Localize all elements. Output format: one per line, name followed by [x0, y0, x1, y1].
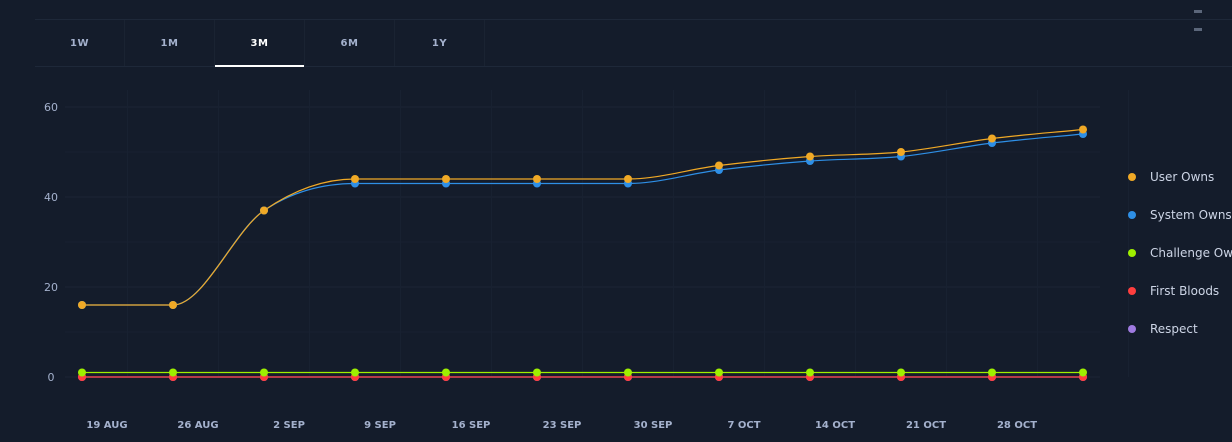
series-lines — [82, 128, 1084, 378]
legend-item-system-owns[interactable]: System Owns — [1128, 196, 1232, 234]
data-point-challenge-owns[interactable] — [806, 368, 814, 377]
time-range-tabs: 1W 1M 3M 6M 1Y — [35, 19, 1232, 67]
legend-dot-icon — [1128, 173, 1136, 181]
legend-dot-icon — [1128, 287, 1136, 295]
y-tick-label: 60 — [44, 101, 58, 114]
data-point-challenge-owns[interactable] — [78, 368, 86, 377]
maximize-icon[interactable] — [1194, 28, 1202, 31]
data-point-user-owns[interactable] — [169, 301, 177, 309]
window-controls — [1184, 0, 1224, 31]
legend-item-respect[interactable]: Respect — [1128, 310, 1232, 348]
data-point-challenge-owns[interactable] — [533, 368, 541, 377]
data-point-user-owns[interactable] — [624, 175, 632, 183]
x-tick-label: 26 AUG — [177, 420, 218, 431]
x-tick-label: 30 SEP — [634, 420, 673, 431]
x-tick-label: 9 SEP — [364, 420, 396, 431]
data-point-challenge-owns[interactable] — [624, 368, 632, 377]
legend-item-challenge-owns[interactable]: Challenge Owns — [1128, 234, 1232, 272]
x-tick-label: 2 SEP — [273, 420, 305, 431]
series-line-user-owns — [82, 128, 1084, 306]
legend-label: Challenge Owns — [1150, 246, 1232, 260]
x-tick-label: 28 OCT — [997, 420, 1037, 431]
data-point-user-owns[interactable] — [78, 301, 86, 309]
data-point-user-owns[interactable] — [260, 206, 268, 215]
minimize-icon[interactable] — [1194, 10, 1202, 13]
data-point-challenge-owns[interactable] — [715, 368, 723, 377]
tab-6m[interactable]: 6M — [305, 20, 395, 66]
legend-dot-icon — [1128, 211, 1136, 219]
tab-1m[interactable]: 1M — [125, 20, 215, 66]
data-point-challenge-owns[interactable] — [897, 368, 905, 377]
y-tick-label: 20 — [44, 281, 58, 294]
chart-grid — [65, 90, 1129, 378]
data-point-user-owns[interactable] — [988, 134, 996, 143]
legend-dot-icon — [1128, 249, 1136, 257]
x-tick-label: 23 SEP — [543, 420, 582, 431]
data-point-user-owns[interactable] — [715, 161, 723, 170]
x-tick-label: 14 OCT — [815, 420, 855, 431]
data-point-challenge-owns[interactable] — [988, 368, 996, 377]
data-point-user-owns[interactable] — [442, 175, 450, 183]
series-points — [78, 125, 1087, 381]
legend-item-first-bloods[interactable]: First Bloods — [1128, 272, 1232, 310]
x-tick-label: 21 OCT — [906, 420, 946, 431]
data-point-user-owns[interactable] — [1079, 125, 1087, 134]
legend-item-user-owns[interactable]: User Owns — [1128, 158, 1232, 196]
y-axis: 0 20 40 60 — [44, 101, 58, 384]
x-tick-label: 7 OCT — [727, 420, 760, 431]
legend-label: System Owns — [1150, 208, 1232, 222]
data-point-user-owns[interactable] — [533, 175, 541, 183]
y-tick-label: 40 — [44, 191, 58, 204]
tab-1y[interactable]: 1Y — [395, 20, 485, 66]
legend-label: First Bloods — [1150, 284, 1220, 298]
data-point-challenge-owns[interactable] — [1079, 368, 1087, 377]
tab-1w[interactable]: 1W — [35, 20, 125, 66]
data-point-challenge-owns[interactable] — [260, 368, 268, 377]
x-axis: 19 AUG 26 AUG 2 SEP 9 SEP 16 SEP 23 SEP 30 SEP… — [86, 420, 1037, 431]
x-tick-label: 19 AUG — [86, 420, 127, 431]
data-point-challenge-owns[interactable] — [169, 368, 177, 377]
x-tick-label: 16 SEP — [452, 420, 491, 431]
legend-label: User Owns — [1150, 170, 1215, 184]
tab-3m[interactable]: 3M — [215, 20, 305, 67]
data-point-challenge-owns[interactable] — [442, 368, 450, 377]
data-point-user-owns[interactable] — [351, 175, 359, 183]
data-point-user-owns[interactable] — [806, 152, 814, 161]
y-tick-label: 0 — [48, 371, 55, 384]
chart-legend: User Owns System Owns Challenge Owns First … — [1128, 158, 1232, 348]
legend-dot-icon — [1128, 325, 1136, 333]
data-point-user-owns[interactable] — [897, 148, 905, 156]
legend-label: Respect — [1150, 322, 1198, 336]
data-point-challenge-owns[interactable] — [351, 368, 359, 377]
